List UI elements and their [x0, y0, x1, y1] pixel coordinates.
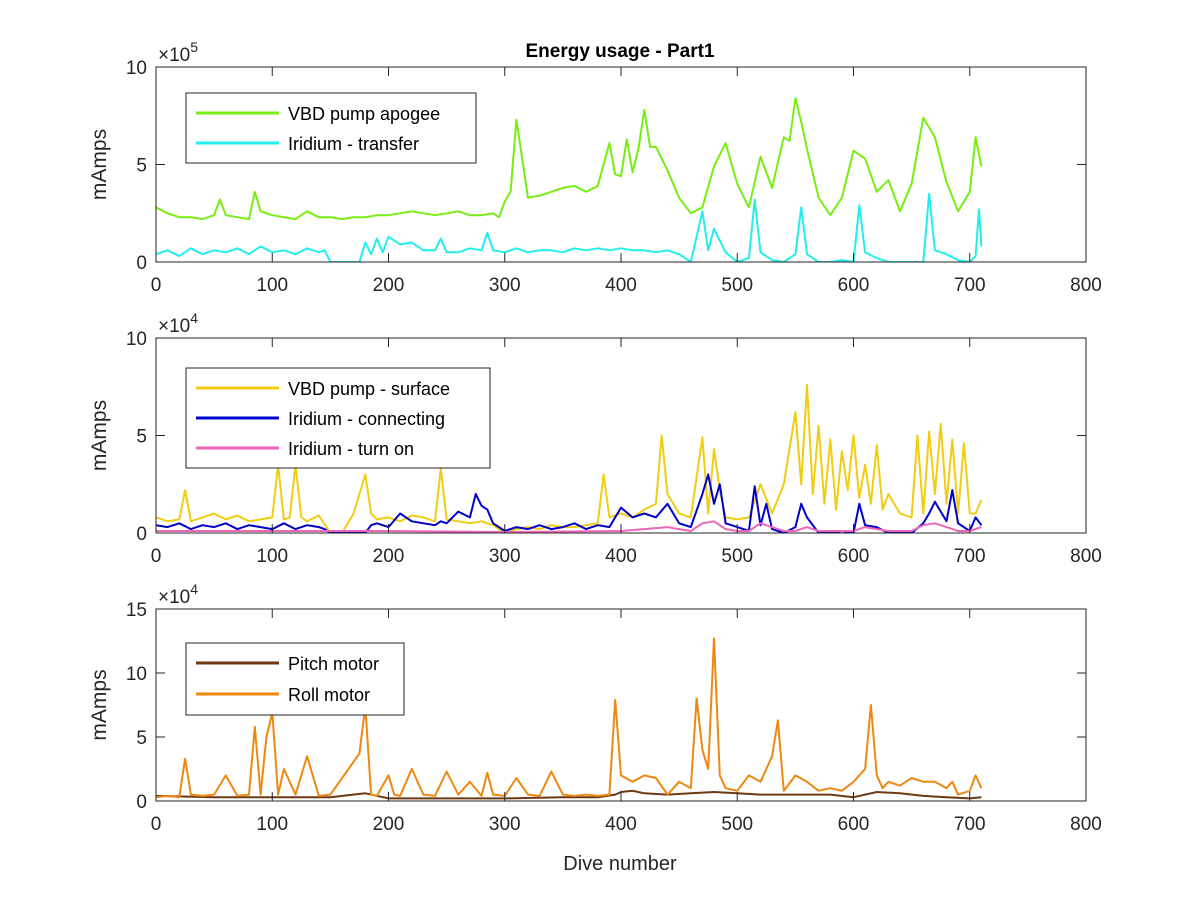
series-line-1-1 — [156, 97, 983, 221]
y-axis-label: mAmps — [88, 400, 111, 471]
y-tick-label: 10 — [126, 58, 147, 79]
subplots: 0 100 200 300 400 500 600 700 8000510×105mAmpsVB… — [88, 39, 1102, 835]
legend-box-1 — [185, 92, 477, 164]
x-tick-label: 800 — [1070, 275, 1102, 296]
series-line-3-2 — [156, 637, 983, 799]
y-tick-label: 10 — [126, 329, 147, 350]
legend-label: VBD pump - surface — [288, 379, 450, 399]
legend-label: Iridium - turn on — [288, 439, 414, 459]
x-tick-label: 500 — [721, 814, 753, 835]
x-tick-label: 0 — [151, 546, 162, 567]
x-tick-label: 700 — [954, 814, 986, 835]
y-tick-label: 0 — [136, 792, 147, 813]
series-line-1-2 — [156, 192, 983, 262]
x-tick-label: 100 — [256, 275, 288, 296]
legend-box-3 — [185, 642, 405, 716]
y-tick-label: 15 — [126, 600, 147, 621]
y-tick-label: 5 — [136, 427, 147, 448]
x-tick-label: 400 — [605, 814, 637, 835]
x-tick-label: 300 — [489, 275, 521, 296]
x-tick-label: 600 — [838, 546, 870, 567]
y-exponent-label: ×104 — [158, 581, 198, 608]
x-tick-label: 100 — [256, 546, 288, 567]
subplot-3: 0 100 200 300 400 500 600 700 800 0 5 10 15 ×104 mAmps… — [88, 581, 1102, 835]
figure-title: Energy usage - Part1 — [525, 41, 714, 62]
x-axis-label: Dive number — [563, 853, 677, 875]
subplot-1: 0 100 200 300 400 500 600 700 800 0 5 10 ×105 mAmps VB… — [88, 39, 1102, 296]
y-tick-label: 0 — [136, 524, 147, 545]
x-tick-label: 700 — [954, 546, 986, 567]
legend-label: Iridium - connecting — [288, 409, 445, 429]
x-tick-label: 400 — [605, 546, 637, 567]
legend-label: VBD pump apogee — [288, 104, 440, 124]
x-tick-label: 200 — [373, 814, 405, 835]
y-exponent-label: ×105 — [158, 39, 198, 66]
y-exponent-label: ×104 — [158, 310, 198, 337]
y-axis-label: mAmps — [88, 129, 111, 200]
series-line-2-1 — [156, 383, 983, 533]
subplot-2: 0 100 200 300 400 500 600 700 800 0 5 10 ×104 mAmps VB… — [88, 310, 1102, 567]
y-tick-label: 0 — [136, 253, 147, 274]
x-tick-label: 600 — [838, 814, 870, 835]
x-tick-label: 0 — [151, 275, 162, 296]
x-tick-label: 600 — [838, 275, 870, 296]
y-tick-label: 5 — [136, 156, 147, 177]
y-tick-label: 10 — [126, 664, 147, 685]
legend-label: Pitch motor — [288, 654, 379, 674]
legend-label: Iridium - transfer — [288, 134, 419, 154]
x-tick-label: 200 — [373, 275, 405, 296]
x-tick-label: 300 — [489, 814, 521, 835]
x-tick-label: 0 — [151, 814, 162, 835]
x-tick-label: 400 — [605, 275, 637, 296]
x-tick-label: 800 — [1070, 814, 1102, 835]
y-tick-label: 5 — [136, 728, 147, 749]
legend-label: Roll motor — [288, 685, 370, 705]
x-tick-label: 300 — [489, 546, 521, 567]
y-axis-label: mAmps — [88, 669, 111, 740]
x-tick-label: 500 — [721, 275, 753, 296]
x-tick-label: 500 — [721, 546, 753, 567]
series-line-2-3 — [156, 520, 982, 533]
x-tick-label: 100 — [256, 814, 288, 835]
x-tick-label: 800 — [1070, 546, 1102, 567]
series-line-2-2 — [156, 473, 983, 533]
x-tick-label: 700 — [954, 275, 986, 296]
x-tick-label: 200 — [373, 546, 405, 567]
